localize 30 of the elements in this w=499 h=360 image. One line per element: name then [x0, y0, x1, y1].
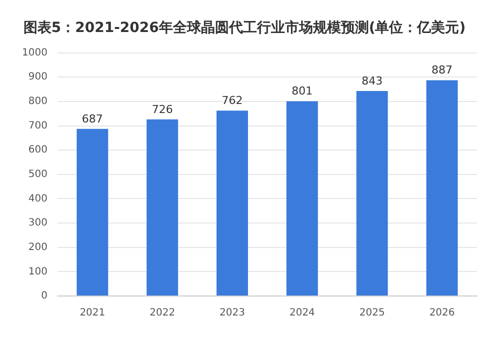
y-tick-label: 600 [28, 144, 48, 156]
y-tick-label: 700 [28, 120, 48, 132]
bar [76, 128, 108, 296]
y-tick-label: 100 [28, 266, 48, 278]
data-label: 762 [222, 94, 243, 108]
x-tick-label: 2026 [429, 308, 455, 319]
bar [356, 90, 388, 296]
data-label: 887 [432, 64, 453, 77]
chart-title: 图表5：2021-2026年全球晶圆代工行业市场规模预测(单位：亿美元) [23, 19, 466, 36]
bar [216, 110, 248, 296]
y-tick-label: 200 [28, 242, 48, 253]
bar [426, 80, 458, 296]
bar [146, 119, 178, 296]
x-tick-label: 2023 [220, 308, 245, 319]
data-label: 843 [362, 74, 383, 88]
y-tick-label: 1000 [22, 47, 48, 58]
x-tick-label: 2021 [80, 308, 106, 319]
x-tick-label: 2022 [150, 308, 176, 319]
y-tick-label: 300 [28, 218, 48, 229]
y-tick-label: 800 [28, 96, 48, 108]
y-tick-label: 0 [41, 290, 48, 302]
data-label: 801 [292, 84, 313, 98]
x-tick-label: 2025 [359, 308, 385, 319]
bar [286, 101, 318, 296]
y-tick-label: 400 [28, 193, 48, 204]
data-label: 687 [82, 112, 103, 126]
y-tick-label: 900 [28, 72, 48, 83]
x-tick-label: 2024 [289, 308, 315, 319]
data-label: 726 [152, 102, 173, 116]
y-tick-label: 500 [28, 168, 48, 180]
